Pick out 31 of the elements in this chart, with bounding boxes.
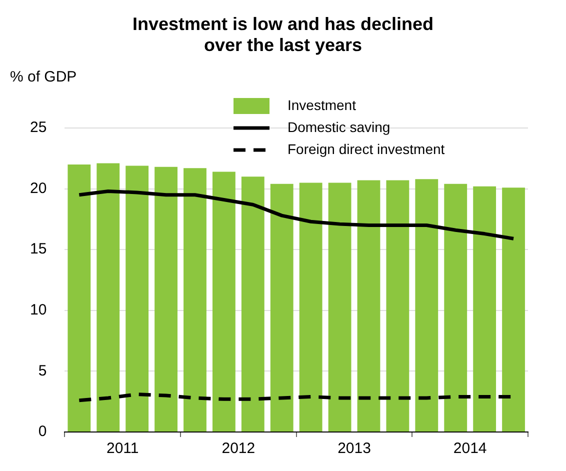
- bar: [154, 166, 178, 432]
- bar: [184, 168, 206, 432]
- bar: [502, 188, 525, 432]
- legend-label: Domestic saving: [288, 118, 390, 135]
- legend-label: Investment: [288, 96, 356, 113]
- x-tick-label: 2012: [222, 440, 256, 458]
- x-tick-label: 2013: [338, 440, 371, 458]
- y-tick-label: 25: [30, 119, 47, 136]
- bar: [68, 164, 91, 432]
- bar: [299, 182, 322, 432]
- bar: [386, 180, 410, 432]
- legend-label: Foreign direct investment: [288, 140, 445, 157]
- x-tick-label: 2014: [453, 440, 487, 458]
- bar: [126, 166, 149, 432]
- bar: [473, 186, 496, 432]
- y-tick-label: 20: [30, 180, 47, 197]
- y-tick-label: 15: [30, 240, 47, 258]
- y-tick-label: 0: [38, 423, 47, 440]
- y-tick-label: 5: [38, 362, 47, 380]
- bar: [357, 180, 380, 432]
- y-tick-label: 10: [30, 302, 47, 319]
- chart-title: Investment is low and has declined over the last years: [132, 14, 434, 55]
- bar: [241, 176, 264, 432]
- bar: [96, 163, 120, 432]
- y-axis-title: % of GDP: [10, 68, 77, 86]
- bar: [444, 184, 468, 432]
- bar: [328, 182, 352, 432]
- bar: [212, 172, 236, 432]
- x-tick-label: 2011: [106, 440, 139, 458]
- bar: [270, 184, 294, 432]
- bar: [415, 179, 438, 432]
